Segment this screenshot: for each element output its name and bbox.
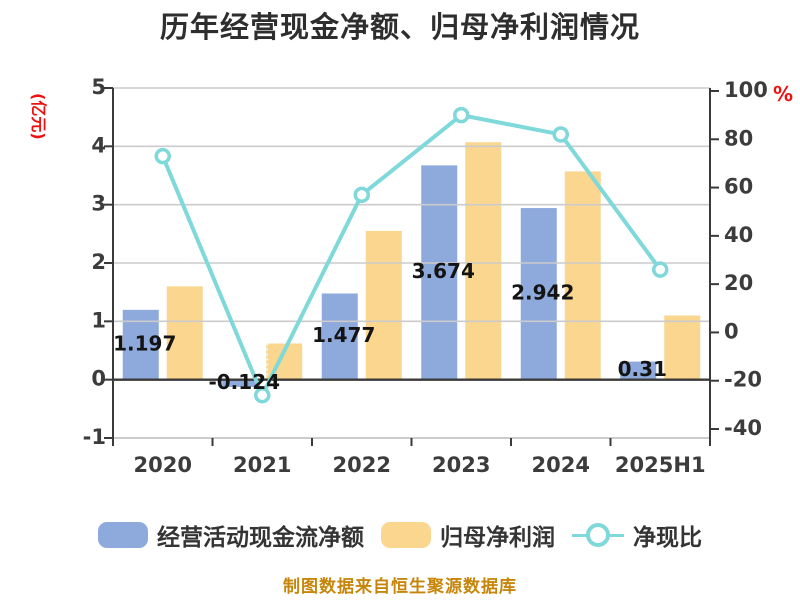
ratio-marker — [552, 126, 569, 143]
bar-value-label: 2.942 — [511, 280, 574, 304]
left-axis-tick-label: 2 — [91, 250, 106, 274]
left-axis-tick-label: -1 — [83, 425, 106, 449]
ratio-marker — [353, 186, 370, 204]
ratio-marker — [154, 147, 171, 165]
ratio-marker — [453, 106, 470, 124]
cashflow-bar — [520, 208, 557, 380]
profit-bar — [564, 171, 601, 380]
right-axis-tick-label: 60 — [724, 175, 753, 199]
ratio-marker — [652, 261, 669, 278]
left-axis-tick-label: 5 — [91, 75, 106, 99]
bar-value-label: -0.124 — [208, 370, 280, 394]
cashflow-legend-swatch — [98, 522, 148, 548]
profit-bar — [166, 286, 203, 380]
bar-value-label: 3.674 — [412, 259, 475, 283]
right-axis-tick-label: 20 — [724, 271, 753, 295]
cashflow-legend-label: 经营活动现金流净额 — [157, 525, 364, 551]
left-axis-tick-label: 1 — [91, 308, 106, 332]
right-axis-tick-label: 100 — [724, 78, 768, 102]
ratio-legend-marker — [572, 521, 624, 549]
profit-bar — [664, 315, 701, 380]
right-axis-tick-label: 80 — [724, 126, 753, 150]
legend-item-profit: 归母净利润 — [381, 518, 555, 552]
bar-value-label: 0.31 — [618, 357, 667, 381]
cashflow-bar — [222, 379, 259, 387]
ratio-line — [160, 113, 663, 398]
left-axis-tick-label: 3 — [91, 192, 106, 216]
x-axis-label: 2021 — [233, 453, 291, 477]
data-source-note: 制图数据来自恒生聚源数据库 — [283, 577, 517, 597]
legend: 经营活动现金流净额 归母净利润 净现比 — [0, 518, 800, 552]
x-axis-label: 2025H1 — [615, 453, 706, 477]
bar-value-label: 1.197 — [113, 331, 176, 355]
cashflow-bar — [321, 293, 358, 380]
right-axis-tick-label: -40 — [724, 416, 762, 440]
cashflow-bar — [620, 361, 657, 380]
legend-item-cashflow: 经营活动现金流净额 — [98, 518, 364, 552]
legend-item-ratio: 净现比 — [572, 518, 702, 552]
bar-value-label: 1.477 — [312, 323, 375, 347]
profit-legend-label: 归母净利润 — [440, 525, 555, 551]
right-axis-unit-label: % — [773, 82, 794, 106]
cashflow-bar — [421, 165, 458, 380]
right-axis-tick-label: -20 — [724, 368, 762, 392]
x-axis-label: 2024 — [532, 453, 590, 477]
right-axis-tick-label: 0 — [724, 319, 739, 343]
profit-bar — [465, 142, 502, 380]
profit-legend-swatch — [381, 522, 431, 548]
ratio-legend-label: 净现比 — [633, 525, 702, 551]
left-axis-tick-label: 0 — [91, 367, 106, 391]
x-axis-label: 2020 — [134, 453, 192, 477]
ratio-legend-dot — [586, 523, 610, 547]
x-axis-label: 2022 — [333, 453, 391, 477]
left-axis-tick-label: 4 — [91, 133, 106, 157]
ratio-marker — [254, 386, 271, 404]
chart-title: 历年经营现金净额、归母净利润情况 — [159, 10, 640, 44]
right-axis-tick-label: 40 — [724, 223, 753, 247]
x-axis-label: 2023 — [432, 453, 490, 477]
profit-bar — [365, 230, 402, 380]
